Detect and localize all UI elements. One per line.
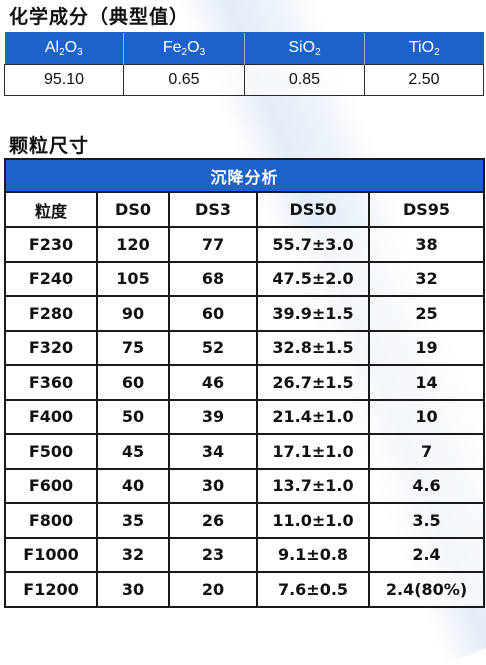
grain-size-table: 沉降分析 粒度 DS0 DS3 DS50 DS95 F230 120 77 55.7±… [4,158,486,608]
cell-ds95: 32 [367,260,486,297]
cell-ds50: 26.7±1.5 [256,364,370,401]
cell-ds0: 40 [96,467,170,504]
header-ds50: DS50 [256,191,370,228]
cell-ds0: 105 [96,260,170,297]
cell-ds50: 13.7±1.0 [256,467,370,504]
cell-ds0: 45 [96,433,170,470]
cell-ds3: 34 [168,433,258,470]
cell-ds3: 68 [168,260,258,297]
column-header-fe2o3: Fe2O3 [123,32,245,65]
table-row: F800 35 26 11.0±1.0 3.5 [4,502,486,539]
cell-ds95: 14 [367,364,486,401]
cell-ds95: 2.4(80%) [367,571,486,608]
cell-ds50: 32.8±1.5 [256,329,370,366]
cell-ds3: 46 [168,364,258,401]
table-row: F320 75 52 32.8±1.5 19 [4,329,486,366]
column-header-sio2: SiO2 [244,32,365,65]
table-row: F230 120 77 55.7±3.0 38 [4,226,486,263]
grain-size-title: 颗粒尺寸 [9,135,90,157]
cell-ds95: 25 [367,295,486,332]
cell-ds50: 39.9±1.5 [256,295,370,332]
cell-ds0: 60 [96,364,170,401]
table-row: F240 105 68 47.5±2.0 32 [4,260,486,297]
cell-ds95: 4.6 [367,467,486,504]
column-header-tio2: TiO2 [364,32,484,65]
header-grit: 粒度 [4,191,98,228]
cell-ds3: 30 [168,467,258,504]
cell-grit: F360 [4,364,98,401]
cell-ds95: 3.5 [367,502,486,539]
cell-ds50: 21.4±1.0 [256,398,370,435]
table-row: F1200 30 20 7.6±0.5 2.4(80%) [4,571,486,608]
cell-ds50: 55.7±3.0 [256,226,370,263]
cell-ds0: 75 [96,329,170,366]
column-header-al2o3: Al2O3 [4,32,124,65]
table-row: F500 45 34 17.1±1.0 7 [4,433,486,470]
value-al2o3: 95.10 [4,64,124,96]
grain-table-body: F230 120 77 55.7±3.0 38 F240 105 68 47.5±2.0 32 F2… [4,226,486,608]
cell-ds95: 19 [367,329,486,366]
cell-ds0: 90 [96,295,170,332]
cell-ds50: 17.1±1.0 [256,433,370,470]
cell-ds50: 9.1±0.8 [256,536,370,573]
table-row: F1000 32 23 9.1±0.8 2.4 [4,536,486,573]
table-row: F280 90 60 39.9±1.5 25 [4,295,486,332]
grain-header-row: 粒度 DS0 DS3 DS50 DS95 [4,191,486,228]
cell-ds0: 120 [96,226,170,263]
cell-ds0: 35 [96,502,170,539]
table-row: F360 60 46 26.7±1.5 14 [4,364,486,401]
cell-grit: F230 [4,226,98,263]
cell-grit: F1200 [4,571,98,608]
cell-ds3: 20 [168,571,258,608]
cell-grit: F240 [4,260,98,297]
cell-ds50: 47.5±2.0 [256,260,370,297]
cell-ds3: 52 [168,329,258,366]
cell-ds0: 32 [96,536,170,573]
cell-ds3: 26 [168,502,258,539]
value-sio2: 0.85 [244,64,365,96]
chemical-composition-title: 化学成分（典型值） [9,6,190,28]
table-row: F600 40 30 13.7±1.0 4.6 [4,467,486,504]
cell-ds95: 38 [367,226,486,263]
header-ds3: DS3 [168,191,258,228]
header-ds95: DS95 [367,191,486,228]
table-row: F400 50 39 21.4±1.0 10 [4,398,486,435]
cell-ds95: 2.4 [367,536,486,573]
value-tio2: 2.50 [364,64,484,96]
cell-ds0: 50 [96,398,170,435]
cell-ds95: 7 [367,433,486,470]
cell-ds3: 60 [168,295,258,332]
table-caption-row: 沉降分析 [5,159,485,193]
cell-grit: F280 [4,295,98,332]
chemical-header-row: Al2O3 Fe2O3 SiO2 TiO2 [4,32,484,65]
sedimentation-caption: 沉降分析 [5,159,485,193]
cell-ds0: 30 [96,571,170,608]
header-ds0: DS0 [96,191,170,228]
cell-grit: F400 [4,398,98,435]
cell-grit: F800 [4,502,98,539]
cell-ds3: 39 [168,398,258,435]
chemical-value-row: 95.10 0.65 0.85 2.50 [4,64,484,96]
cell-grit: F320 [4,329,98,366]
cell-ds3: 23 [168,536,258,573]
cell-grit: F1000 [4,536,98,573]
cell-grit: F500 [4,433,98,470]
cell-ds50: 11.0±1.0 [256,502,370,539]
cell-ds50: 7.6±0.5 [256,571,370,608]
value-fe2o3: 0.65 [123,64,245,96]
chemical-composition-table: Al2O3 Fe2O3 SiO2 TiO2 95.10 0.65 0.85 2.… [4,32,484,96]
cell-ds3: 77 [168,226,258,263]
cell-ds95: 10 [367,398,486,435]
cell-grit: F600 [4,467,98,504]
